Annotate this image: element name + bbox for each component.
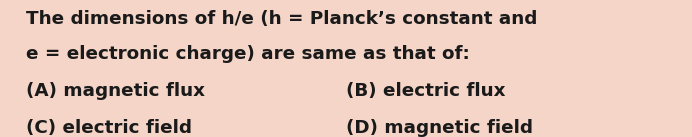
Text: (B) electric flux: (B) electric flux (346, 82, 505, 100)
Text: (C) electric field: (C) electric field (26, 119, 192, 137)
Text: The dimensions of h/e (h = Planck’s constant and: The dimensions of h/e (h = Planck’s cons… (26, 10, 538, 28)
Text: (D) magnetic field: (D) magnetic field (346, 119, 533, 137)
Text: (A) magnetic flux: (A) magnetic flux (26, 82, 206, 100)
Text: e = electronic charge) are same as that of:: e = electronic charge) are same as that … (26, 45, 470, 63)
